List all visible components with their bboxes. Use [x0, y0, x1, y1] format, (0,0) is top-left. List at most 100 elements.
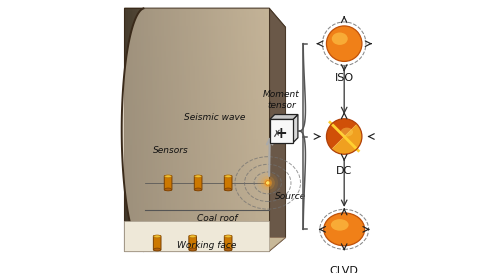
Ellipse shape	[154, 235, 160, 238]
FancyBboxPatch shape	[189, 236, 196, 250]
Polygon shape	[124, 197, 269, 200]
FancyBboxPatch shape	[224, 236, 232, 250]
Ellipse shape	[266, 181, 270, 185]
FancyBboxPatch shape	[164, 176, 172, 190]
Polygon shape	[213, 8, 215, 251]
Polygon shape	[268, 8, 269, 251]
Polygon shape	[152, 8, 154, 251]
Polygon shape	[262, 8, 264, 251]
Ellipse shape	[340, 128, 353, 136]
Ellipse shape	[264, 179, 272, 187]
FancyBboxPatch shape	[154, 236, 161, 250]
Polygon shape	[218, 8, 220, 251]
Polygon shape	[124, 215, 269, 218]
Polygon shape	[124, 160, 269, 163]
Polygon shape	[186, 8, 188, 251]
Text: Working face: Working face	[176, 241, 236, 250]
Ellipse shape	[258, 173, 278, 193]
Ellipse shape	[260, 176, 275, 190]
Polygon shape	[269, 8, 285, 251]
Text: ✗: ✗	[272, 129, 280, 139]
Polygon shape	[124, 194, 269, 197]
Ellipse shape	[224, 175, 232, 178]
Polygon shape	[124, 166, 269, 169]
Polygon shape	[124, 145, 269, 148]
Polygon shape	[256, 8, 258, 251]
Polygon shape	[222, 8, 224, 251]
Polygon shape	[124, 209, 269, 212]
Polygon shape	[244, 8, 246, 251]
Polygon shape	[124, 187, 269, 191]
Polygon shape	[157, 8, 159, 251]
Polygon shape	[266, 8, 268, 251]
Polygon shape	[124, 233, 269, 236]
Polygon shape	[150, 8, 152, 251]
Polygon shape	[260, 8, 262, 251]
Polygon shape	[124, 114, 269, 117]
Polygon shape	[166, 8, 168, 251]
Polygon shape	[146, 8, 148, 251]
FancyBboxPatch shape	[194, 176, 202, 190]
Polygon shape	[124, 191, 269, 194]
Polygon shape	[188, 8, 190, 251]
Polygon shape	[162, 8, 164, 251]
Ellipse shape	[265, 180, 270, 186]
Polygon shape	[211, 8, 213, 251]
Polygon shape	[124, 200, 269, 203]
Polygon shape	[246, 8, 248, 251]
Ellipse shape	[154, 248, 160, 251]
Ellipse shape	[189, 235, 196, 238]
Polygon shape	[124, 218, 269, 221]
Text: Moment
tensor: Moment tensor	[263, 90, 300, 110]
Polygon shape	[236, 8, 238, 251]
Polygon shape	[124, 157, 269, 160]
Polygon shape	[130, 8, 132, 251]
Polygon shape	[204, 8, 206, 251]
Text: DC: DC	[336, 166, 352, 176]
Polygon shape	[177, 8, 178, 251]
Polygon shape	[206, 8, 208, 251]
Polygon shape	[128, 8, 130, 251]
Polygon shape	[124, 154, 269, 157]
Ellipse shape	[324, 213, 364, 246]
Polygon shape	[242, 8, 244, 251]
Polygon shape	[195, 8, 197, 251]
Polygon shape	[226, 8, 228, 251]
Polygon shape	[170, 8, 172, 251]
Polygon shape	[124, 142, 269, 145]
FancyBboxPatch shape	[224, 176, 232, 190]
Polygon shape	[238, 8, 240, 251]
Polygon shape	[200, 8, 202, 251]
Polygon shape	[234, 8, 236, 251]
Polygon shape	[202, 8, 204, 251]
Polygon shape	[182, 8, 184, 251]
Polygon shape	[124, 127, 269, 130]
Polygon shape	[224, 8, 226, 251]
Polygon shape	[251, 8, 253, 251]
Polygon shape	[168, 8, 170, 251]
Ellipse shape	[224, 248, 232, 251]
Polygon shape	[293, 115, 298, 143]
Polygon shape	[174, 8, 175, 251]
Ellipse shape	[224, 188, 232, 191]
Polygon shape	[193, 8, 195, 251]
Polygon shape	[124, 172, 269, 175]
Polygon shape	[231, 8, 233, 251]
Polygon shape	[140, 8, 142, 251]
Polygon shape	[124, 8, 286, 27]
Polygon shape	[197, 8, 198, 251]
Polygon shape	[124, 245, 269, 248]
Polygon shape	[124, 242, 269, 245]
Polygon shape	[124, 238, 286, 251]
Polygon shape	[253, 8, 254, 251]
Polygon shape	[198, 8, 200, 251]
Polygon shape	[124, 163, 269, 166]
Text: ISO: ISO	[334, 73, 353, 83]
Ellipse shape	[332, 32, 347, 45]
Polygon shape	[124, 151, 269, 154]
Polygon shape	[124, 136, 269, 139]
Polygon shape	[124, 236, 269, 239]
Polygon shape	[210, 8, 211, 251]
Ellipse shape	[326, 26, 362, 61]
Polygon shape	[270, 115, 298, 120]
